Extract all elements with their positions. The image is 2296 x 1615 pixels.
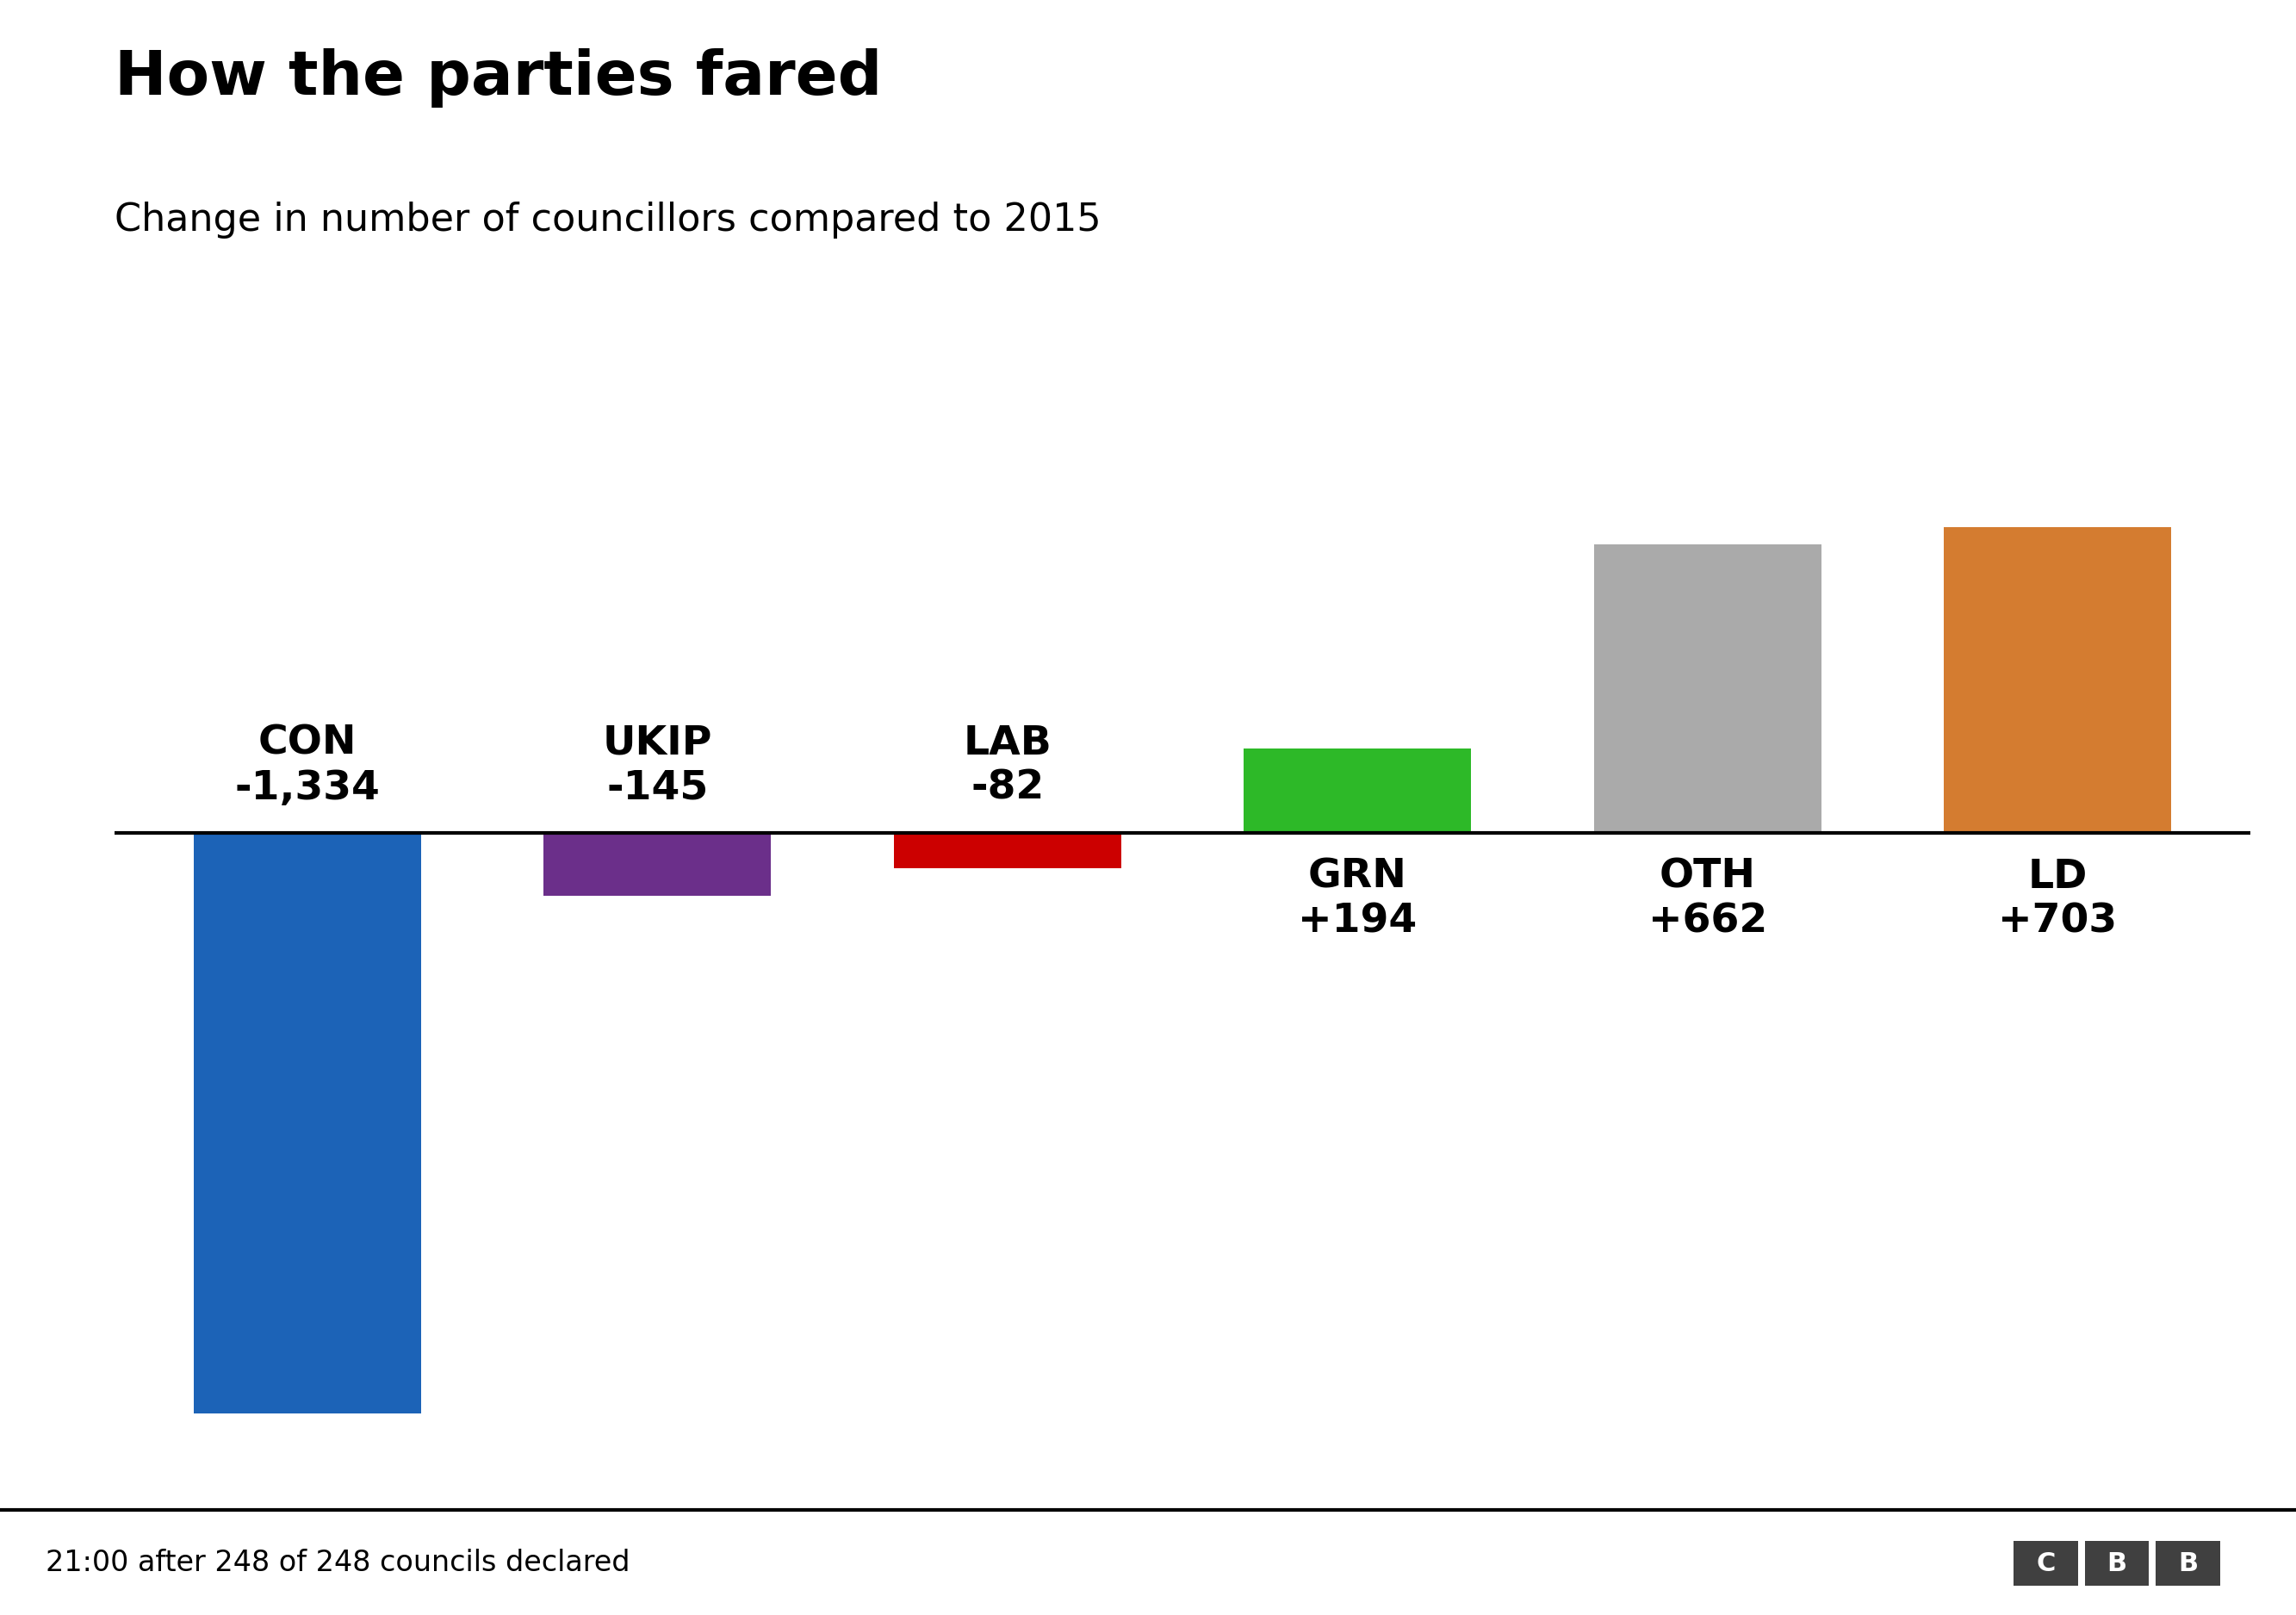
Text: How the parties fared: How the parties fared [115,48,882,108]
Bar [1244,748,1472,833]
Text: CON
-1,334: CON -1,334 [234,724,381,808]
Text: UKIP
-145: UKIP -145 [602,724,712,808]
Text: LD
+703: LD +703 [1998,858,2117,942]
Bar [193,833,420,1413]
Text: 21:00 after 248 of 248 councils declared: 21:00 after 248 of 248 councils declared [46,1549,631,1578]
Text: C: C [2037,1550,2055,1576]
Text: LAB
-82: LAB -82 [962,724,1052,808]
Bar [893,833,1120,869]
Text: B: B [2108,1550,2126,1576]
Bar [544,833,771,896]
Bar [1593,544,1821,833]
Bar [1945,526,2172,833]
Text: GRN
+194: GRN +194 [1297,858,1417,942]
Text: B: B [2179,1550,2197,1576]
Text: Change in number of councillors compared to 2015: Change in number of councillors compared… [115,202,1102,239]
Text: OTH
+662: OTH +662 [1649,858,1768,942]
